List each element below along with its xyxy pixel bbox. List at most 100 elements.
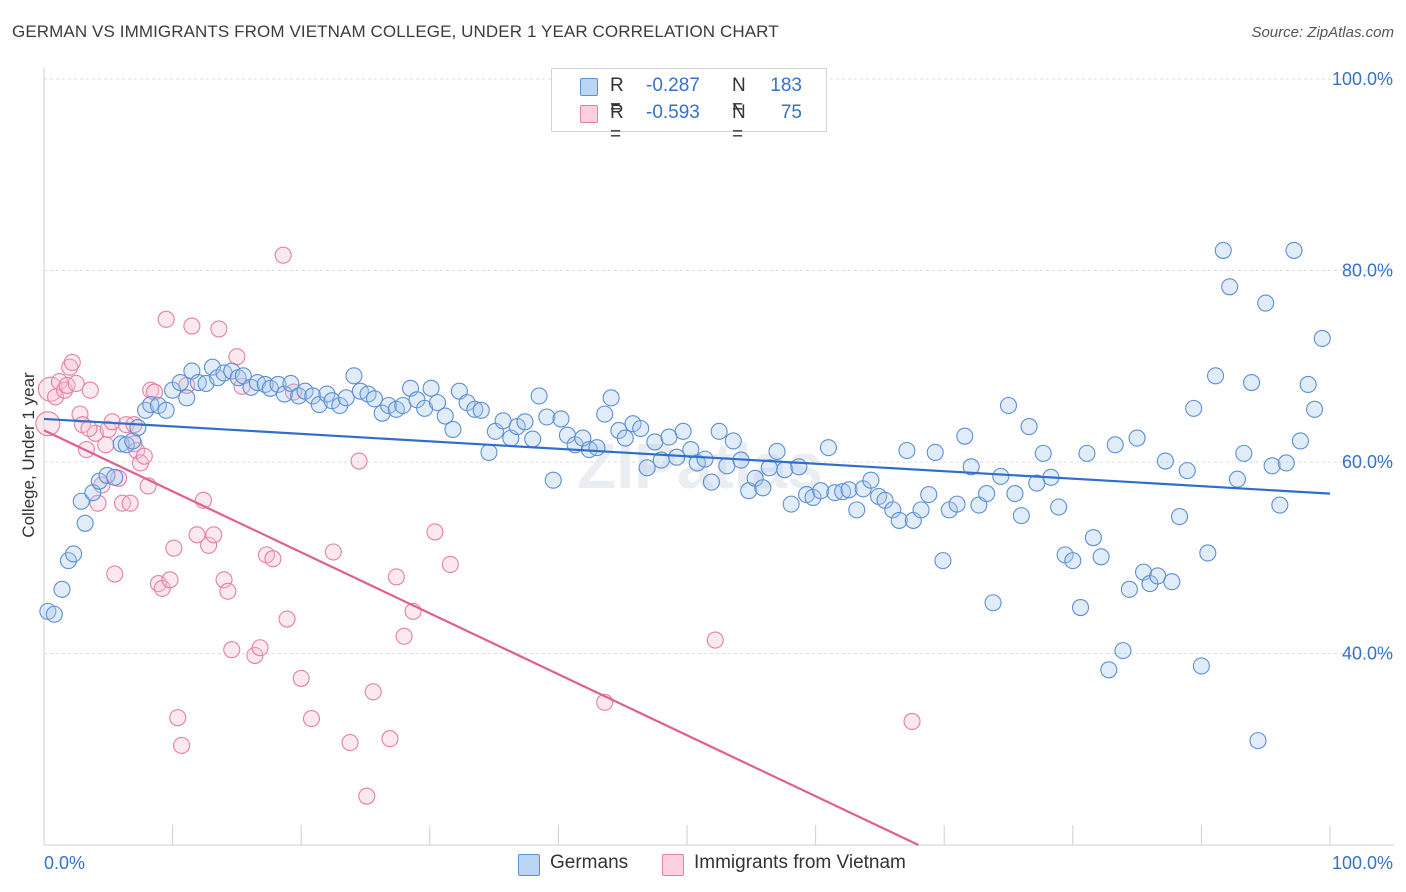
vietnam-point [274,246,292,264]
germans-point [702,473,720,491]
germans-point [1271,496,1289,514]
germans-point [552,410,570,428]
germans-point [129,418,147,437]
germans-point [466,400,484,418]
germans-point [76,514,94,532]
germans-point [790,458,808,476]
y-tick-label: 40.0% [1342,644,1393,664]
y-tick-label: 80.0% [1342,261,1393,281]
germans-point [269,375,287,393]
germans-point [1249,732,1267,750]
germans-point [1064,552,1082,570]
vietnam-point [157,310,175,328]
germans-point [1071,598,1090,617]
germans-point [282,374,300,393]
r-label: R = [610,102,624,145]
vietnam-point [441,555,459,574]
germans-trend-line [43,417,1331,495]
vietnam-point [358,787,376,805]
germans-point [834,483,852,501]
germans-point [884,501,902,519]
vietnam-point [169,709,187,727]
vietnam-point [228,348,246,366]
germans-point [890,511,908,529]
y-tick-label: 100.0% [1332,69,1393,89]
germans-point [530,387,548,405]
vietnam-point [121,494,139,512]
germans-point [472,401,490,419]
germans-point [1034,444,1052,462]
vietnam-point [188,526,206,544]
germans-point [956,427,974,445]
germans-point [1100,661,1118,679]
germans-point [1291,432,1309,450]
germans-point [840,481,858,499]
germans-point [934,552,952,570]
vietnam-point [341,733,359,752]
germans-point [768,442,786,461]
germans-point [1199,544,1217,562]
vietnam-point [223,641,241,659]
correlation-legend: R = -0.287 N = 183 R = -0.593 N = 75 [551,68,827,145]
germans-point [668,448,686,466]
vietnam-point [200,536,218,554]
vietnam-point [35,411,61,437]
vietnam-point [173,736,191,754]
germans-point [1006,485,1024,503]
vietnam-point [219,582,237,600]
germans-point [1178,462,1196,480]
germans-point [1078,444,1096,462]
germans-point [1084,529,1102,547]
germans-point [616,429,634,447]
germans-legend-label: Germans [550,852,629,873]
vietnam-point [292,669,310,687]
germans-point [1106,436,1124,454]
germans-point [898,441,916,460]
germans-point [65,545,83,563]
germans-point [337,389,355,407]
x-tick-label: 0.0% [44,853,85,873]
germans-point [480,443,498,461]
germans-point [1185,399,1203,417]
vietnam-point [251,639,269,657]
germans-point [178,389,196,407]
germans-point [1243,373,1261,392]
vietnam-point [350,452,368,470]
germans-point [1163,573,1181,591]
germans-point [1306,400,1324,418]
vietnam-point [81,381,99,399]
germans-point [812,482,830,500]
germans-point [544,471,562,489]
germans-point [1299,375,1317,393]
tick-labels: 40.0% 60.0% 80.0% 100.0% 0.0% 100.0% [44,69,1393,873]
germans-point [1263,457,1281,475]
vietnam-legend-swatch [662,854,684,876]
germans-point [962,458,980,476]
germans-point [436,407,454,425]
vietnam-legend-label: Immigrants from Vietnam [694,852,906,873]
germans-point [602,389,620,407]
germans-point [696,450,714,468]
germans-point [992,467,1010,485]
germans-point [1313,329,1331,348]
germans-point [862,471,880,489]
germans-point [999,396,1018,415]
germans-point [1277,454,1295,472]
vietnam-point [395,627,413,645]
vietnam-point [264,550,282,568]
chart-title: GERMAN VS IMMIGRANTS FROM VIETNAM COLLEG… [12,22,779,41]
grid-layer [44,78,1394,654]
germans-point [157,401,175,419]
germans-point [688,454,706,472]
germans-point [53,580,71,598]
germans-point [948,495,966,513]
n-value-vietnam: 75 [780,102,802,123]
vietnam-point [278,610,296,628]
n-value-germans: 183 [770,75,802,96]
germans-point [920,486,938,504]
vietnam-point [63,353,81,371]
germans-point [1020,418,1038,436]
vietnam-point [426,523,444,541]
vietnam-point [183,317,201,335]
